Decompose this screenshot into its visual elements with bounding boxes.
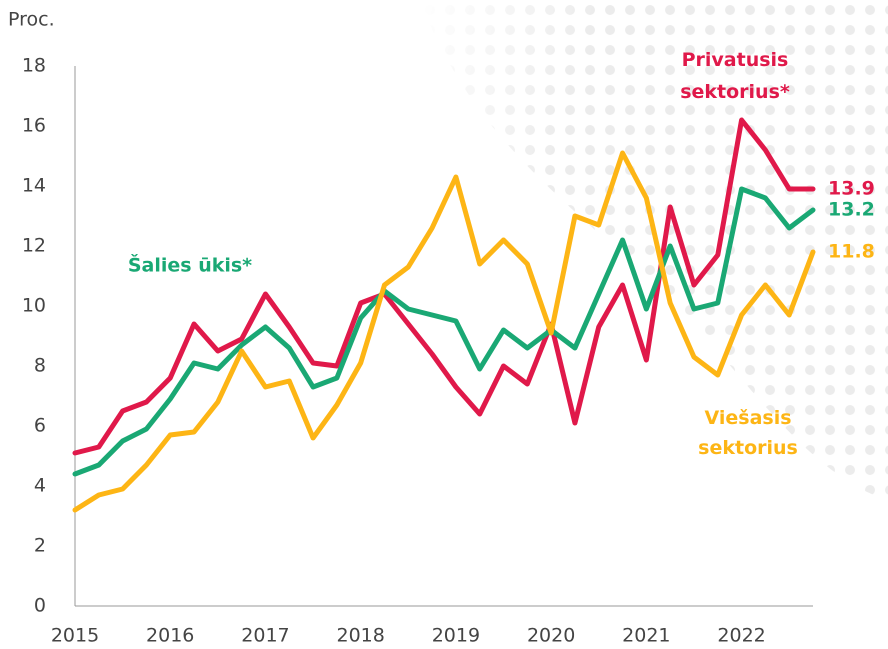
series-name-label: Privatusis sektorius* [680, 49, 790, 103]
x-tick-label: 2016 [146, 625, 194, 647]
y-tick-label: 12 [22, 235, 46, 257]
series-line [72, 186, 816, 477]
x-tick-label: 2018 [336, 625, 384, 647]
y-tick-label: 16 [22, 115, 46, 137]
series-name-line: Privatusis [682, 49, 789, 71]
x-tick-label: 2020 [527, 625, 575, 647]
x-tick-label: 2021 [622, 625, 670, 647]
y-axis-label: Proc. [8, 9, 55, 31]
x-tick-label: 2019 [432, 625, 480, 647]
y-tick-label: 14 [22, 175, 46, 197]
y-tick-label: 6 [34, 415, 46, 437]
y-tick-label: 10 [22, 295, 46, 317]
y-tick-label: 8 [34, 355, 46, 377]
series-name-line: sektorius [698, 437, 798, 459]
x-tick-label: 2017 [241, 625, 289, 647]
end-value-label: 13.2 [828, 199, 875, 221]
y-tick-label: 18 [22, 55, 46, 77]
series-name-line: sektorius* [680, 81, 790, 103]
series-line [72, 117, 816, 456]
series-line [72, 150, 816, 513]
series-name-line: Viešasis [704, 407, 791, 429]
y-tick-label: 2 [34, 535, 46, 557]
x-tick-label: 2022 [717, 625, 765, 647]
y-tick-label: 4 [34, 475, 46, 497]
series-name-label: Šalies ūkis* [128, 253, 252, 277]
background-dots [400, 0, 888, 520]
series-name-label: Viešasis sektorius [698, 407, 798, 459]
x-tick-label: 2015 [51, 625, 99, 647]
end-value-label: 13.9 [828, 178, 875, 200]
y-tick-label: 0 [34, 595, 46, 617]
end-value-label: 11.8 [828, 241, 875, 263]
